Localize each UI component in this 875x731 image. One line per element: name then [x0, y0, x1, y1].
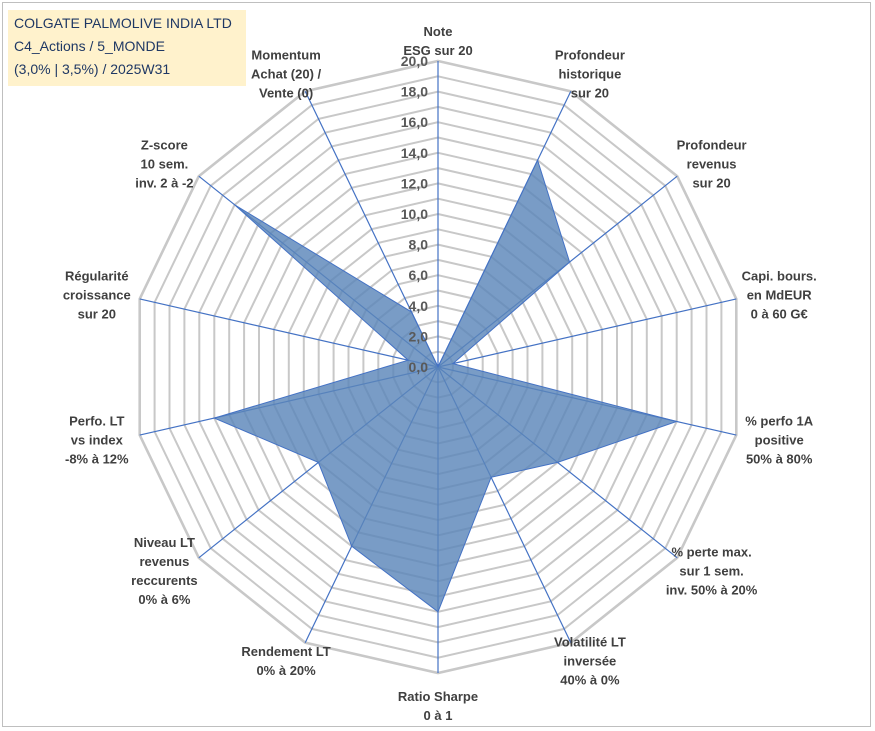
axis-label: Capi. bours. en MdEUR 0 à 60 G€ — [742, 269, 817, 322]
axis-label: Rendement LT 0% à 20% — [241, 644, 330, 678]
tick-label: 14,0 — [401, 145, 428, 161]
radar-spoke — [437, 298, 737, 368]
tick-label: 2,0 — [409, 328, 429, 344]
tick-label: 8,0 — [409, 237, 429, 253]
axis-label: Ratio Sharpe 0 à 1 — [398, 689, 478, 723]
axis-label: Note ESG sur 20 — [403, 24, 472, 58]
title-line-2: C4_Actions / 5_MONDE — [14, 38, 165, 54]
axis-label: Profondeur revenus sur 20 — [677, 138, 747, 191]
title-box: COLGATE PALMOLIVE INDIA LTD C4_Actions /… — [8, 10, 246, 86]
title-line-3: (3,0% | 3,5%) / 2025W31 — [14, 61, 171, 77]
radar-spoke — [139, 298, 439, 368]
radar-axis-labels: Note ESG sur 20 Profondeur historique sur 20… — [63, 24, 817, 723]
tick-label: 12,0 — [401, 175, 428, 191]
axis-label: Perfo. LT vs index -8% à 12% — [65, 414, 129, 467]
radar-tick-labels: 0,0 2,0 4,0 6,0 8,0 10,0 12,0 14,0 16,0 18,0 20,0 — [401, 53, 428, 375]
axis-label: Volatilité LT inversée 40% à 0% — [554, 635, 626, 688]
axis-label: % perte max. sur 1 sem. inv. 50% à 20% — [666, 544, 758, 597]
tick-label: 20,0 — [401, 53, 428, 69]
title-line-1: COLGATE PALMOLIVE INDIA LTD — [14, 15, 232, 31]
tick-label: 10,0 — [401, 206, 428, 222]
axis-label: Niveau LT revenus reccurents 0% à 6% — [131, 535, 197, 607]
axis-label: Profondeur historique sur 20 — [555, 47, 625, 100]
tick-label: 0,0 — [409, 359, 429, 375]
axis-label: Z-score 10 sem. inv. 2 à -2 — [135, 138, 193, 191]
axis-label: Régularité croissance sur 20 — [63, 269, 131, 322]
tick-label: 16,0 — [401, 114, 428, 130]
radar-series — [212, 158, 679, 613]
tick-label: 18,0 — [401, 84, 428, 100]
tick-label: 4,0 — [409, 298, 429, 314]
series-area — [212, 158, 679, 613]
tick-label: 6,0 — [409, 267, 429, 283]
axis-label: % perfo 1A positive 50% à 80% — [745, 414, 814, 467]
axis-label: Momentum Achat (20) / Vente (0) — [251, 47, 321, 100]
